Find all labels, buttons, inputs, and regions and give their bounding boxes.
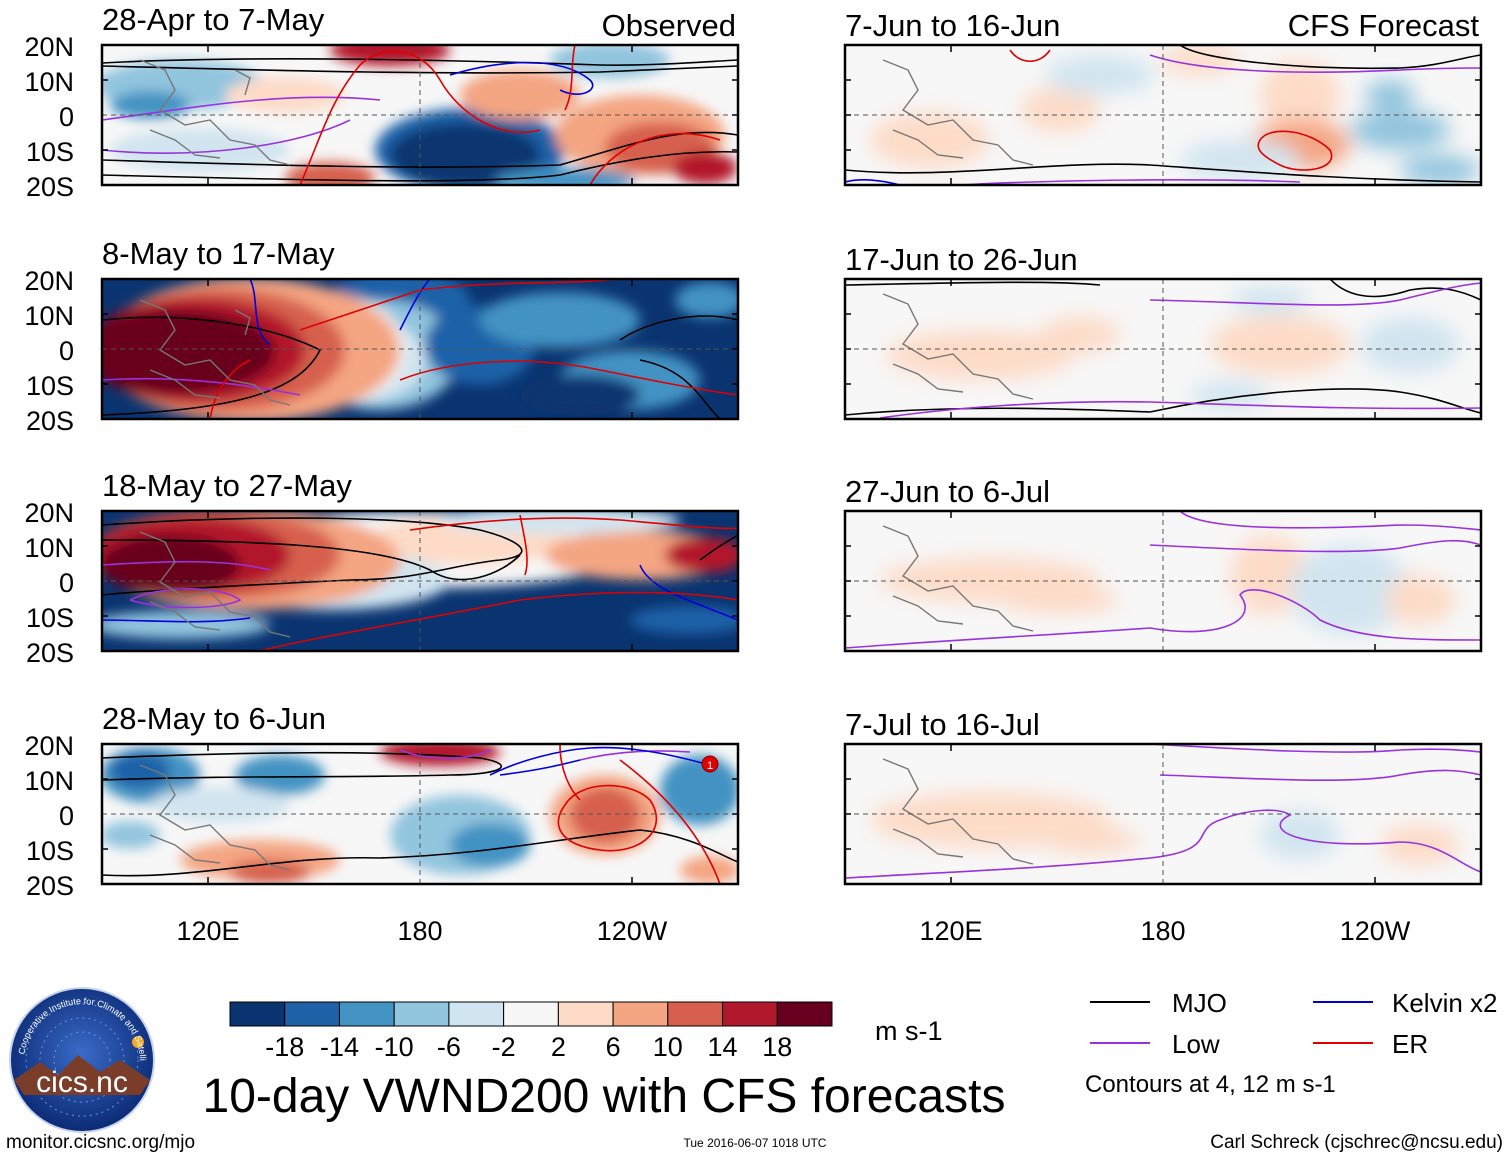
panel-observed-1: 28-Apr to 7-May Observed bbox=[24, 2, 740, 202]
y-tick-label: 10S bbox=[26, 371, 74, 401]
storm-marker-label: 1 bbox=[707, 760, 713, 772]
y-tick-label: 10N bbox=[24, 67, 74, 97]
y-tick-label: 10S bbox=[26, 603, 74, 633]
legend-label: MJO bbox=[1172, 988, 1227, 1018]
colorbar-tick-label: -14 bbox=[320, 1032, 359, 1062]
y-tick-label: 20S bbox=[26, 406, 74, 436]
legend-item-er: ER bbox=[1313, 1029, 1428, 1059]
contour-note: Contours at 4, 12 m s-1 bbox=[1085, 1071, 1336, 1098]
y-tick-label: 20N bbox=[24, 498, 74, 528]
colorbar-tick-label: 10 bbox=[653, 1032, 683, 1062]
colorbar-tick-label: -10 bbox=[375, 1032, 414, 1062]
colorbar-tick-label: 6 bbox=[606, 1032, 621, 1062]
colorbar-tick-label: 2 bbox=[551, 1032, 566, 1062]
x-tick-label: 180 bbox=[397, 916, 442, 946]
legend-label: Low bbox=[1172, 1029, 1220, 1059]
panel-forecast-4: 7-Jul to 16-Jul bbox=[843, 707, 1483, 946]
colorbar-swatch bbox=[229, 1001, 286, 1027]
logo-wordmark: cics.nc bbox=[36, 1066, 128, 1099]
panel-period-label: 28-Apr to 7-May bbox=[102, 2, 325, 37]
column-header-forecast: CFS Forecast bbox=[1288, 8, 1480, 43]
colorbar: -18 -14 -10 -6 -2 2 6 10 14 18 m s-1 bbox=[229, 1001, 943, 1062]
x-tick-label: 120W bbox=[597, 916, 668, 946]
footer-url: monitor.cicsnc.org/mjo bbox=[6, 1132, 195, 1153]
panel-period-label: 7-Jul to 16-Jul bbox=[845, 707, 1040, 742]
storm-marker: 1 bbox=[701, 755, 719, 773]
panel-observed-2: 8-May to 17-May bbox=[24, 236, 740, 436]
panel-forecast-3: 27-Jun to 6-Jul bbox=[843, 474, 1483, 653]
y-tick-label: 0 bbox=[59, 568, 74, 598]
y-tick-label: 10N bbox=[24, 766, 74, 796]
footer-timestamp: Tue 2016-06-07 1018 UTC bbox=[684, 1136, 827, 1150]
x-tick-label: 120E bbox=[176, 916, 239, 946]
footer-author: Carl Schreck (cjschrec@ncsu.edu) bbox=[1210, 1132, 1503, 1153]
panel-period-label: 7-Jun to 16-Jun bbox=[845, 8, 1060, 43]
colorbar-swatch bbox=[612, 1001, 669, 1027]
panel-period-label: 17-Jun to 26-Jun bbox=[845, 242, 1078, 277]
colorbar-tick-label: 14 bbox=[708, 1032, 738, 1062]
colorbar-units: m s-1 bbox=[875, 1016, 943, 1046]
y-tick-label: 0 bbox=[59, 801, 74, 831]
colorbar-tick-label: -6 bbox=[437, 1032, 461, 1062]
y-tick-label: 0 bbox=[59, 336, 74, 366]
column-header-observed: Observed bbox=[602, 8, 736, 43]
panel-period-label: 18-May to 27-May bbox=[102, 468, 352, 503]
colorbar-swatch bbox=[284, 1001, 340, 1027]
colorbar-tick-label: 18 bbox=[762, 1032, 792, 1062]
colorbar-swatch bbox=[722, 1001, 778, 1027]
x-tick-label: 180 bbox=[1140, 916, 1185, 946]
y-tick-label: 20S bbox=[26, 871, 74, 901]
colorbar-swatch bbox=[667, 1001, 724, 1027]
figure-title: 10-day VWND200 with CFS forecasts bbox=[203, 1070, 1006, 1123]
y-tick-label: 10S bbox=[26, 836, 74, 866]
colorbar-swatch bbox=[393, 1001, 450, 1027]
y-tick-label: 20S bbox=[26, 172, 74, 202]
panel-period-label: 8-May to 17-May bbox=[102, 236, 335, 271]
legend-item-low: Low bbox=[1090, 1029, 1220, 1059]
legend-label: Kelvin x2 bbox=[1392, 988, 1498, 1018]
y-tick-label: 20N bbox=[24, 266, 74, 296]
contour-legend: MJO Kelvin x2 Low ER Contours at 4, 12 m… bbox=[1085, 988, 1498, 1098]
legend-label: ER bbox=[1392, 1029, 1428, 1059]
panel-forecast-1: 7-Jun to 16-Jun CFS Forecast bbox=[843, 8, 1483, 187]
panel-forecast-2: 17-Jun to 26-Jun bbox=[843, 242, 1483, 421]
x-tick-label: 120E bbox=[919, 916, 982, 946]
colorbar-swatch bbox=[338, 1001, 395, 1027]
panel-observed-4: 28-May to 6-Jun bbox=[24, 701, 740, 946]
colorbar-tick-label: -18 bbox=[265, 1032, 304, 1062]
legend-item-kelvin: Kelvin x2 bbox=[1313, 988, 1498, 1018]
y-tick-label: 10S bbox=[26, 137, 74, 167]
y-tick-label: 20N bbox=[24, 731, 74, 761]
colorbar-swatch bbox=[557, 1001, 614, 1027]
y-tick-label: 10N bbox=[24, 533, 74, 563]
colorbar-swatch bbox=[776, 1001, 833, 1027]
y-tick-label: 20N bbox=[24, 32, 74, 62]
colorbar-swatch bbox=[448, 1001, 505, 1027]
y-tick-label: 0 bbox=[59, 102, 74, 132]
panel-observed-3: 18-May to 27-May bbox=[24, 468, 740, 668]
colorbar-swatch bbox=[503, 1001, 559, 1027]
x-tick-label: 120W bbox=[1340, 916, 1411, 946]
y-tick-label: 20S bbox=[26, 638, 74, 668]
y-tick-label: 10N bbox=[24, 301, 74, 331]
legend-item-mjo: MJO bbox=[1090, 988, 1227, 1018]
panel-period-label: 28-May to 6-Jun bbox=[102, 701, 326, 736]
panel-period-label: 27-Jun to 6-Jul bbox=[845, 474, 1050, 509]
colorbar-tick-label: -2 bbox=[492, 1032, 516, 1062]
